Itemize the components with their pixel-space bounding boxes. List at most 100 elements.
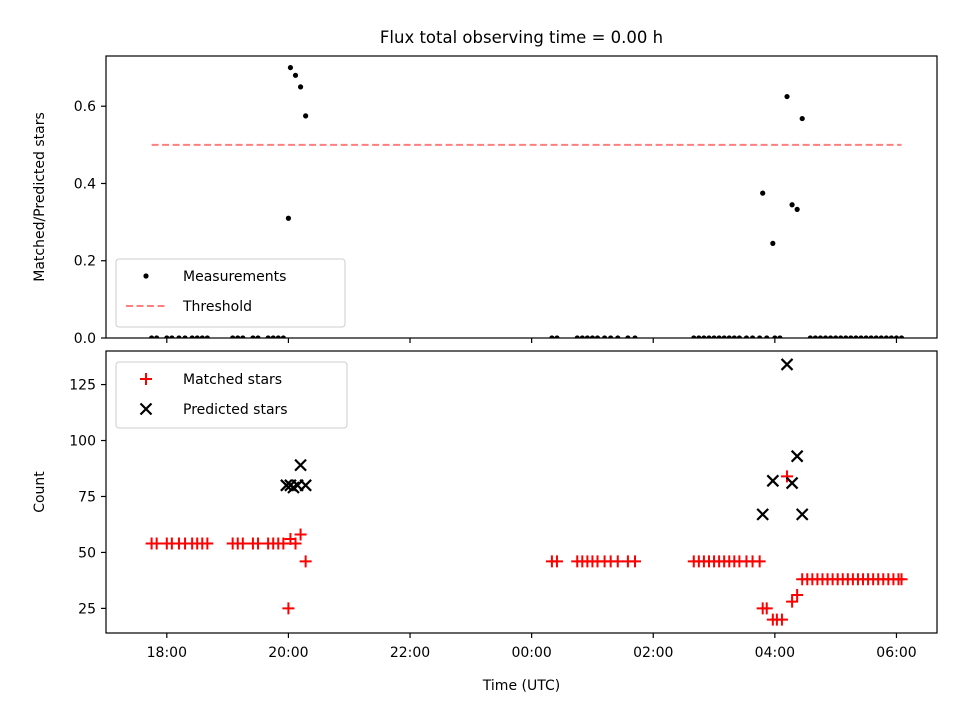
- y-tick-label: 0.6: [74, 99, 96, 115]
- matched-stars-point: [895, 573, 908, 586]
- measurements-point: [731, 335, 737, 338]
- measurements-point: [285, 215, 292, 221]
- predicted-stars-point: [756, 508, 769, 521]
- matched-stars-point: [277, 537, 290, 550]
- measurements-point: [843, 335, 849, 338]
- y-axis-label: Matched/Predicted stars: [32, 112, 48, 282]
- measurements-point: [275, 335, 281, 338]
- y-axis-label: Count: [32, 471, 48, 513]
- matched-stars-point: [781, 470, 794, 483]
- measurements-point: [149, 335, 155, 338]
- measurements-point: [711, 335, 717, 338]
- measurements-point: [303, 113, 309, 119]
- matched-stars-point: [760, 602, 773, 615]
- measurements-point: [176, 335, 182, 338]
- measurements-point: [280, 335, 286, 338]
- measurements-point: [204, 335, 210, 338]
- chart-title: Flux total observing time = 0.00 h: [380, 28, 663, 47]
- matched-stars-point: [294, 528, 307, 541]
- predicted-stars-point: [785, 476, 799, 490]
- measurements-point: [691, 335, 697, 338]
- legend-box: [115, 361, 348, 429]
- measurements-point: [250, 335, 256, 338]
- measurements-point: [807, 335, 813, 338]
- y-tick-label: 0.2: [74, 254, 96, 270]
- predicted-stars-point: [795, 508, 809, 521]
- measurements-point: [255, 335, 261, 338]
- measurements-point: [736, 335, 742, 338]
- matched-stars-point: [791, 588, 804, 601]
- measurements-point: [868, 335, 874, 338]
- measurements-point: [817, 335, 824, 338]
- matched-stars-point: [786, 595, 799, 608]
- measurements-point: [858, 335, 864, 338]
- measurements-point: [199, 335, 205, 338]
- measurements-point: [549, 335, 555, 338]
- measurements-point: [615, 335, 621, 338]
- legend-label: Threshold: [182, 299, 252, 315]
- measurements-point: [632, 335, 638, 338]
- measurements-point: [696, 335, 702, 338]
- measurements-point: [853, 335, 859, 338]
- measurements-point: [589, 335, 596, 338]
- legend: Measurements Threshold: [115, 258, 346, 328]
- x-tick-label: 18:00: [147, 645, 187, 661]
- matched-stars-point: [550, 555, 563, 568]
- predicted-stars-point: [790, 449, 804, 463]
- matched-stars-point: [201, 537, 214, 550]
- measurements-point: [554, 335, 560, 338]
- legend-matched-swatch: [140, 373, 152, 385]
- legend-measurements-swatch: [143, 273, 149, 279]
- matched-stars-point: [150, 537, 163, 550]
- matched-stars-point: [629, 555, 642, 568]
- measurements-point: [169, 335, 175, 338]
- measurements-point: [822, 335, 829, 338]
- measurements-point: [726, 335, 732, 338]
- x-tick-label: 00:00: [511, 645, 551, 661]
- measurements-point: [270, 335, 276, 338]
- measurements-point: [812, 335, 818, 338]
- matched-stars-point: [236, 537, 249, 550]
- measurements-point: [594, 335, 601, 338]
- measurements-point: [194, 335, 200, 338]
- matched-stars-point: [282, 602, 295, 615]
- legend-label: Matched stars: [183, 372, 282, 388]
- y-tick-label: 125: [69, 378, 96, 394]
- measurements-point: [770, 240, 776, 246]
- x-tick-label: 06:00: [876, 645, 916, 661]
- legend: Matched stars Predicted stars: [115, 361, 348, 429]
- measurements-point: [230, 335, 236, 338]
- measurements-point: [777, 335, 783, 338]
- predicted-stars-point: [780, 358, 794, 371]
- measurements-point: [182, 335, 188, 338]
- measurements-point: [297, 84, 304, 90]
- measurements-point: [827, 335, 834, 338]
- measurements-point: [701, 335, 707, 338]
- measurements-point: [794, 206, 800, 212]
- measurements-point: [760, 190, 766, 196]
- measurements-point: [893, 335, 900, 338]
- matched-stars-point: [252, 537, 265, 550]
- data-layer: [145, 358, 908, 626]
- measurements-point: [584, 335, 590, 338]
- y-tick-label: 50: [78, 545, 96, 561]
- measurements-point: [235, 335, 241, 338]
- measurements-point: [189, 335, 195, 338]
- measurements-point: [574, 335, 580, 338]
- bottom-plot-panel: 18:00 20:00 22:00 00:00 02:00 04:00 06:00 25 50 7…: [32, 350, 938, 694]
- measurements-point: [240, 335, 246, 338]
- measurements-point: [848, 335, 854, 338]
- matched-stars-point: [753, 555, 766, 568]
- y-tick-label: 0.0: [74, 331, 96, 347]
- measurements-point: [743, 335, 750, 338]
- matched-stars-point: [299, 555, 312, 568]
- axes-frame: [105, 350, 938, 634]
- measurements-point: [287, 64, 294, 71]
- x-tick-label: 02:00: [633, 645, 673, 661]
- predicted-stars-point: [766, 474, 780, 488]
- measurements-point: [625, 335, 631, 338]
- measurements-point: [789, 202, 795, 208]
- measurements-point: [706, 335, 712, 338]
- measurements-point: [772, 335, 778, 338]
- measurements-point: [838, 335, 844, 338]
